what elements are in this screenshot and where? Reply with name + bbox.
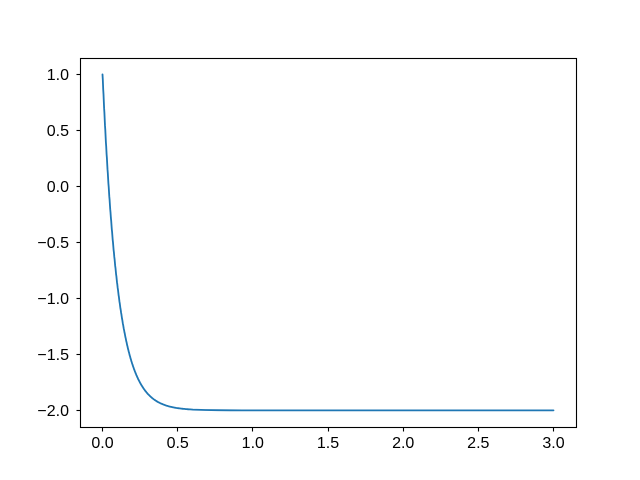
svg-text:−0.5: −0.5 — [37, 235, 69, 252]
svg-text:−1.0: −1.0 — [37, 291, 69, 308]
svg-text:2.0: 2.0 — [392, 435, 414, 452]
svg-text:1.5: 1.5 — [317, 435, 339, 452]
svg-text:−2.0: −2.0 — [37, 403, 69, 420]
svg-text:−1.5: −1.5 — [37, 347, 69, 364]
svg-text:0.0: 0.0 — [47, 179, 69, 196]
svg-text:1.0: 1.0 — [242, 435, 264, 452]
svg-text:3.0: 3.0 — [542, 435, 564, 452]
svg-text:0.0: 0.0 — [91, 435, 113, 452]
svg-text:0.5: 0.5 — [167, 435, 189, 452]
svg-text:1.0: 1.0 — [47, 67, 69, 84]
svg-text:2.5: 2.5 — [467, 435, 489, 452]
svg-text:0.5: 0.5 — [47, 123, 69, 140]
